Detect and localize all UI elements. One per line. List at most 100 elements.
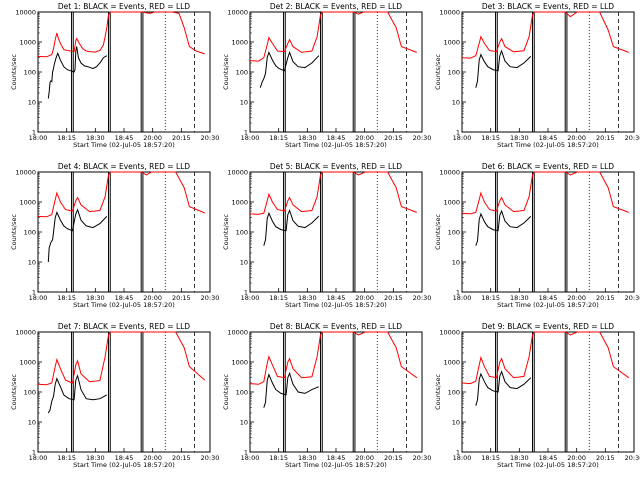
y-tick-label: 10000	[227, 9, 248, 17]
series-events-line	[263, 371, 319, 408]
x-tick-label: 18:45	[327, 454, 346, 462]
y-tick-label: 100	[448, 389, 460, 397]
y-axis-label: Counts/sec	[434, 214, 442, 250]
series-lld-line	[249, 171, 417, 215]
y-tick-label: 1000	[19, 359, 36, 367]
y-tick-label: 1000	[443, 199, 460, 207]
y-tick-label: 10000	[439, 9, 460, 17]
x-tick-label: 18:15	[481, 454, 500, 462]
series-lld-line	[461, 171, 629, 215]
series-events-line	[47, 374, 108, 414]
y-tick-label: 100	[236, 229, 248, 237]
y-tick-label: 10	[240, 99, 248, 107]
y-tick-label: 1	[456, 449, 460, 457]
plot-frame	[249, 11, 423, 133]
x-tick-label: 18:30	[298, 134, 317, 142]
chart-panel-9: Det 9: BLACK = Events, RED = LLD 1 10 100 10…	[434, 322, 640, 469]
y-tick-label: 1	[244, 289, 248, 297]
y-tick-label: 10000	[439, 169, 460, 177]
x-tick-label: 18:15	[481, 134, 500, 142]
y-tick-label: 1000	[19, 199, 36, 207]
x-tick-label: 20:15	[596, 294, 615, 302]
y-tick-label: 10000	[15, 9, 36, 17]
series-events-line	[263, 209, 320, 246]
x-axis-label: Start Time (02-Jul-05 18:57:20)	[497, 461, 599, 469]
x-tick-label: 20:15	[596, 134, 615, 142]
x-tick-label: 18:30	[298, 454, 317, 462]
x-tick-label: 18:00	[453, 454, 472, 462]
x-tick-label: 18:15	[57, 454, 76, 462]
series-events-line	[475, 209, 532, 246]
y-tick-label: 1000	[443, 359, 460, 367]
x-tick-label: 18:45	[115, 294, 134, 302]
x-axis-label: Start Time (02-Jul-05 18:57:20)	[73, 301, 175, 309]
series-events-line	[47, 46, 108, 99]
plot-frame	[461, 171, 635, 293]
chart-panel-5: Det 5: BLACK = Events, RED = LLD 1 10 100 10…	[222, 162, 431, 309]
y-tick-label: 1	[456, 289, 460, 297]
x-tick-label: 20:30	[201, 294, 220, 302]
y-tick-label: 10	[28, 99, 36, 107]
chart-title: Det 5: BLACK = Events, RED = LLD	[270, 162, 402, 171]
x-tick-label: 18:45	[115, 454, 134, 462]
chart-title: Det 3: BLACK = Events, RED = LLD	[482, 2, 614, 11]
x-tick-label: 18:30	[510, 134, 529, 142]
x-tick-label: 20:30	[625, 454, 640, 462]
y-axis-label: Counts/sec	[222, 214, 230, 250]
series-events-line	[259, 50, 320, 88]
x-tick-label: 18:30	[510, 454, 529, 462]
y-tick-label: 100	[24, 389, 36, 397]
x-tick-label: 18:45	[539, 294, 558, 302]
plot-frame	[37, 11, 211, 133]
chart-panel-8: Det 8: BLACK = Events, RED = LLD 1 10 100 10…	[222, 322, 431, 469]
y-tick-label: 1	[244, 129, 248, 137]
y-axis-label: Counts/sec	[10, 214, 18, 250]
y-tick-label: 100	[236, 69, 248, 77]
chart-title: Det 4: BLACK = Events, RED = LLD	[58, 162, 190, 171]
x-tick-label: 18:45	[539, 454, 558, 462]
y-tick-label: 1000	[231, 39, 248, 47]
y-tick-label: 10	[240, 419, 248, 427]
x-tick-label: 18:30	[298, 294, 317, 302]
y-tick-label: 10000	[227, 329, 248, 337]
x-tick-label: 18:30	[86, 454, 105, 462]
x-tick-label: 18:30	[510, 294, 529, 302]
chart-title: Det 1: BLACK = Events, RED = LLD	[58, 2, 190, 11]
x-tick-label: 18:00	[453, 294, 472, 302]
x-axis-label: Start Time (02-Jul-05 18:57:20)	[73, 141, 175, 149]
y-tick-label: 10	[240, 259, 248, 267]
x-tick-label: 18:45	[327, 134, 346, 142]
x-tick-label: 20:30	[201, 454, 220, 462]
x-tick-label: 18:15	[269, 454, 288, 462]
chart-title: Det 7: BLACK = Events, RED = LLD	[58, 322, 190, 331]
x-tick-label: 20:15	[384, 454, 403, 462]
x-tick-label: 20:15	[384, 134, 403, 142]
x-axis-label: Start Time (02-Jul-05 18:57:20)	[497, 301, 599, 309]
x-tick-label: 18:00	[29, 294, 48, 302]
x-tick-label: 20:00	[355, 454, 374, 462]
y-tick-label: 100	[448, 69, 460, 77]
x-tick-label: 18:00	[241, 454, 260, 462]
series-lld-line	[37, 11, 205, 58]
y-axis-label: Counts/sec	[434, 374, 442, 410]
y-tick-label: 10000	[15, 329, 36, 337]
y-tick-label: 1	[32, 129, 36, 137]
chart-title: Det 8: BLACK = Events, RED = LLD	[270, 322, 402, 331]
y-tick-label: 10000	[439, 329, 460, 337]
y-axis-label: Counts/sec	[434, 54, 442, 90]
x-tick-label: 20:00	[355, 134, 374, 142]
series-lld-line	[37, 331, 206, 386]
chart-panel-6: Det 6: BLACK = Events, RED = LLD 1 10 100 10…	[434, 162, 640, 309]
chart-title: Det 2: BLACK = Events, RED = LLD	[270, 2, 402, 11]
y-tick-label: 1	[32, 449, 36, 457]
x-tick-label: 18:15	[57, 134, 76, 142]
y-tick-label: 1000	[231, 199, 248, 207]
chart-panel-2: Det 2: BLACK = Events, RED = LLD 1 10 100 10…	[222, 2, 431, 149]
chart-panel-1: Det 1: BLACK = Events, RED = LLD 1 10 100 10…	[10, 2, 219, 149]
x-tick-label: 20:00	[567, 294, 586, 302]
x-tick-label: 18:00	[241, 134, 260, 142]
y-axis-label: Counts/sec	[10, 54, 18, 90]
x-tick-label: 20:15	[172, 454, 191, 462]
plot-frame	[37, 331, 211, 453]
